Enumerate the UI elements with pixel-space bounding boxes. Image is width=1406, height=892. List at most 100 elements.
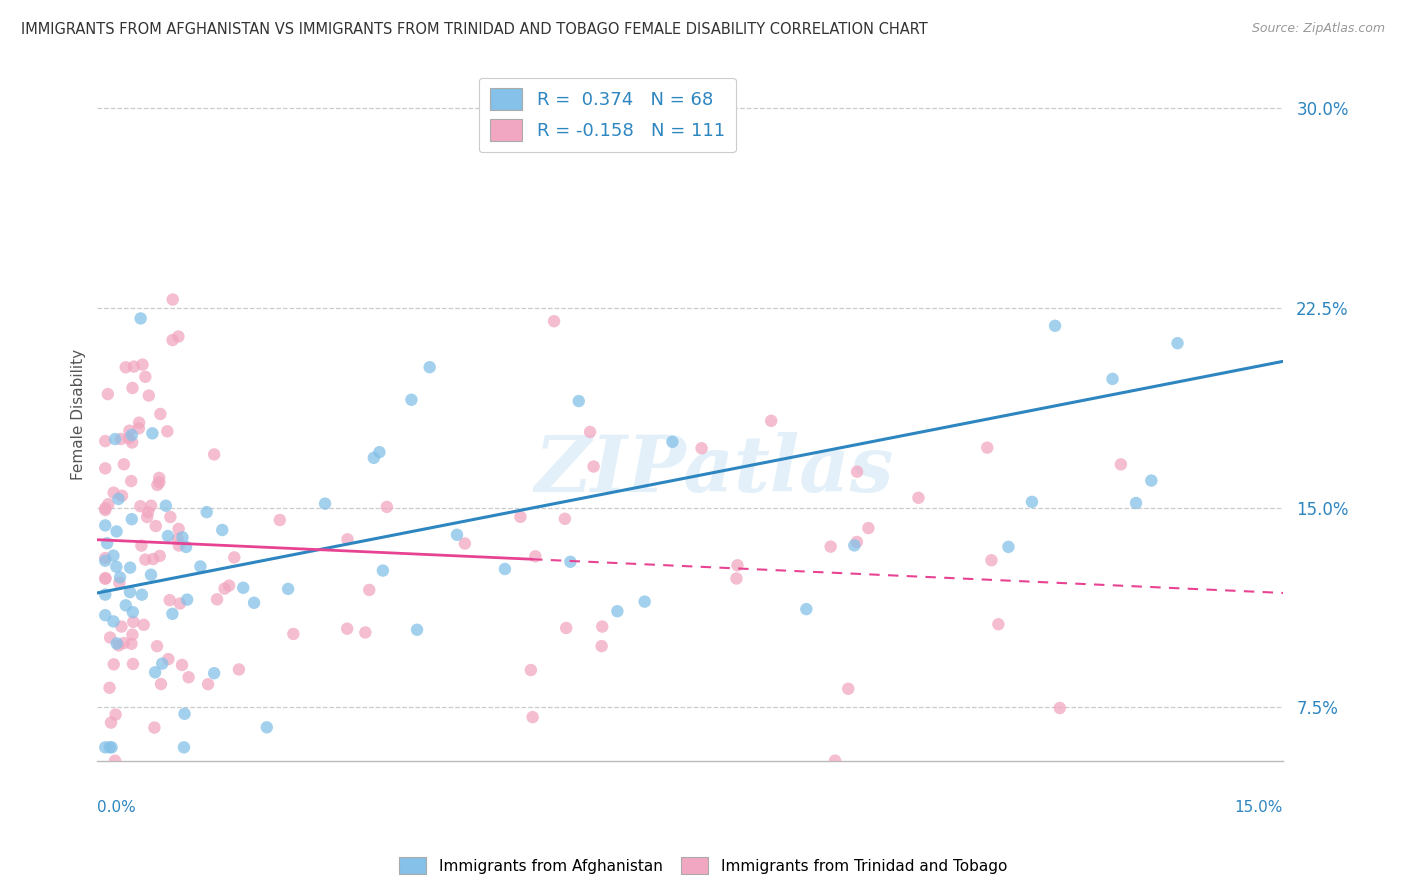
Point [494,562,516,576]
Point [103,485,125,500]
Point [170,657,193,672]
Point [725,572,748,586]
Point [690,441,713,455]
Point [149,677,172,691]
Point [167,329,190,343]
Point [131,358,153,372]
Point [591,619,613,633]
Point [336,533,359,547]
Point [94,518,117,533]
Point [121,428,143,442]
Point [94,551,117,566]
Point [554,512,576,526]
Point [162,333,184,347]
Point [146,639,169,653]
Legend: Immigrants from Afghanistan, Immigrants from Trinidad and Tobago: Immigrants from Afghanistan, Immigrants … [392,851,1014,880]
Point [110,619,132,633]
Point [97,497,120,511]
Point [543,314,565,328]
Point [105,524,128,539]
Point [796,602,818,616]
Point [110,432,132,446]
Point [128,421,150,435]
Point [1021,495,1043,509]
Point [214,582,236,596]
Point [143,665,166,680]
Point [555,621,578,635]
Point [205,592,228,607]
Point [94,503,117,517]
Point [98,740,121,755]
Point [100,715,122,730]
Y-axis label: Female Disability: Female Disability [72,349,86,480]
Point [121,605,143,619]
Point [1109,458,1132,472]
Point [406,623,429,637]
Point [111,489,134,503]
Point [169,597,191,611]
Point [176,592,198,607]
Point [129,499,152,513]
Point [94,554,117,568]
Point [401,392,423,407]
Point [104,707,127,722]
Point [997,540,1019,554]
Point [1166,336,1188,351]
Point [97,387,120,401]
Point [134,552,156,566]
Point [157,652,180,666]
Point [1125,496,1147,510]
Point [980,553,1002,567]
Text: ZIPatlas: ZIPatlas [534,432,894,508]
Point [114,599,136,613]
Point [177,670,200,684]
Point [128,416,150,430]
Point [103,549,125,563]
Point [845,535,868,549]
Point [174,540,197,554]
Point [159,593,181,607]
Point [1140,474,1163,488]
Point [172,530,194,544]
Point [118,585,141,599]
Text: 0.0%: 0.0% [97,799,136,814]
Point [568,394,591,409]
Point [129,311,152,326]
Point [224,550,246,565]
Point [606,604,628,618]
Point [139,499,162,513]
Point [419,360,441,375]
Point [103,657,125,672]
Point [371,564,394,578]
Point [354,625,377,640]
Point [655,122,678,136]
Point [202,666,225,681]
Point [256,720,278,734]
Point [139,567,162,582]
Point [121,381,143,395]
Point [283,627,305,641]
Point [100,740,122,755]
Point [108,575,131,590]
Point [148,471,170,485]
Point [759,414,782,428]
Point [94,608,117,623]
Point [94,571,117,585]
Point [173,706,195,721]
Point [121,637,143,651]
Point [820,540,842,554]
Point [167,539,190,553]
Point [211,523,233,537]
Point [228,662,250,676]
Point [987,617,1010,632]
Point [103,615,125,629]
Point [167,522,190,536]
Point [824,754,846,768]
Point [1101,372,1123,386]
Point [156,529,179,543]
Point [162,607,184,621]
Point [121,628,143,642]
Point [634,594,657,608]
Point [132,617,155,632]
Point [155,499,177,513]
